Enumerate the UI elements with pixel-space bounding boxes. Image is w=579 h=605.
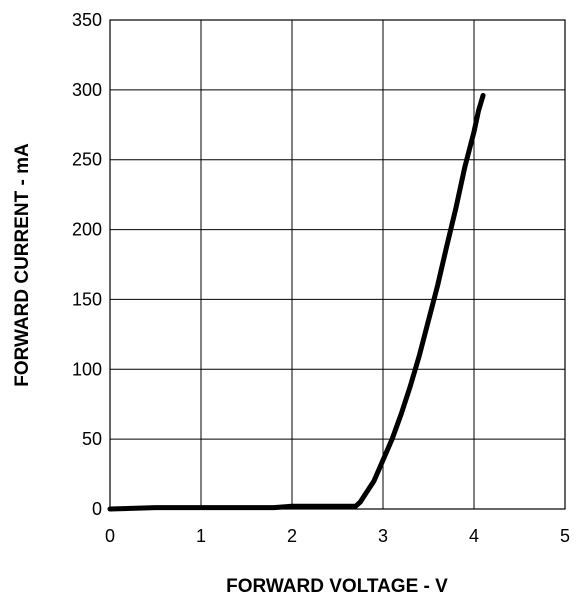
- y-tick-label: 350: [72, 10, 102, 30]
- x-tick-label: 1: [196, 526, 206, 546]
- x-tick-label: 5: [560, 526, 570, 546]
- y-tick-label: 250: [72, 150, 102, 170]
- x-tick-label: 4: [469, 526, 479, 546]
- y-tick-label: 100: [72, 359, 102, 379]
- x-axis-title: FORWARD VOLTAGE - V: [226, 576, 448, 597]
- x-tick-label: 2: [287, 526, 297, 546]
- grid-lines: [109, 19, 566, 510]
- y-axis-title: FORWARD CURRENT - mA: [12, 143, 33, 387]
- plot-area-frame: [109, 19, 566, 510]
- x-tick-labels: 0 1 2 3 4 5: [105, 526, 570, 546]
- y-tick-label: 0: [92, 499, 102, 519]
- y-tick-labels: 0 50 100 150 200 250 300 350: [72, 10, 102, 519]
- y-tick-label: 50: [82, 429, 102, 449]
- y-tick-label: 200: [72, 220, 102, 240]
- y-tick-label: 150: [72, 289, 102, 309]
- x-tick-label: 0: [105, 526, 115, 546]
- x-tick-label: 3: [378, 526, 388, 546]
- iv-curve-line: [107, 92, 486, 512]
- y-tick-label: 300: [72, 80, 102, 100]
